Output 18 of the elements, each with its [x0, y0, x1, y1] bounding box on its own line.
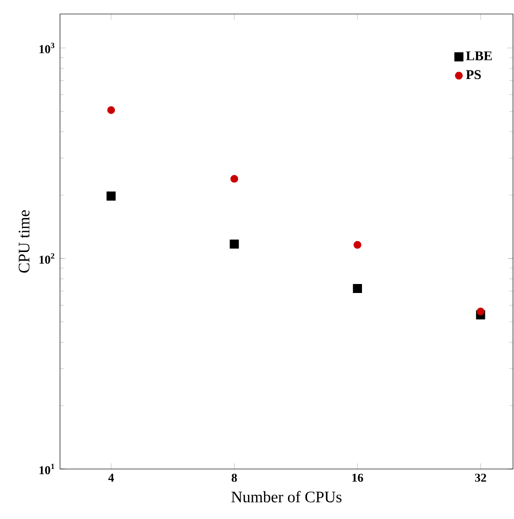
- point: [354, 241, 362, 249]
- point: [107, 106, 115, 114]
- y-tick-label: 10$^{1}$: [40, 464, 54, 474]
- x-tick-label: 8: [232, 474, 237, 482]
- x-axis-title: Number of CPUs: [231, 490, 342, 502]
- legend-label: LBE: [466, 51, 492, 60]
- point: [352, 284, 362, 294]
- legend-label: PS: [466, 70, 481, 80]
- point: [230, 174, 238, 183]
- x-tick-label: 16: [352, 474, 364, 482]
- y-tick-label: 10$^{3}$: [40, 42, 54, 54]
- point: [106, 192, 116, 201]
- point: [230, 240, 239, 249]
- y-axis-title: CPU time: [18, 210, 30, 273]
- point: [476, 308, 484, 316]
- y-tick-label: 10$^{2}$: [40, 253, 54, 264]
- x-tick-label: 32: [475, 474, 486, 482]
- x-tick-label: 4: [108, 474, 114, 482]
